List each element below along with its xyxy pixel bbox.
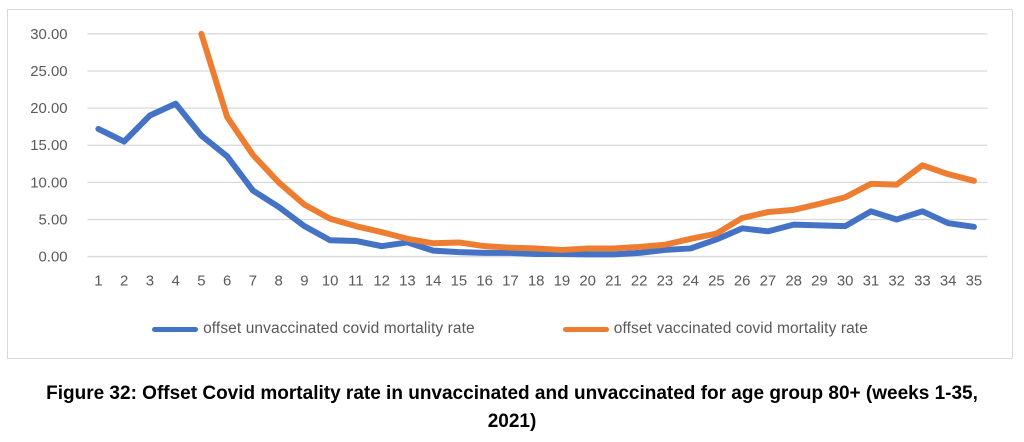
x-axis-tick-label: 30 bbox=[837, 273, 854, 289]
x-axis-tick-label: 32 bbox=[888, 273, 905, 289]
x-axis-tick-label: 19 bbox=[554, 273, 571, 289]
figure-caption: Figure 32: Offset Covid mortality rate i… bbox=[0, 380, 1024, 436]
y-axis-tick-label: 30.00 bbox=[30, 27, 67, 43]
x-axis-tick-label: 18 bbox=[528, 273, 545, 289]
series-line-vaccinated bbox=[198, 30, 977, 253]
chart-area: 0.00 5.00 10.00 15.00 20.00 25.00 30.00 1 2 3 4 5 6 7… bbox=[7, 9, 1013, 359]
x-axis-tick-label: 16 bbox=[476, 273, 493, 289]
x-axis-tick-label: 8 bbox=[274, 273, 282, 289]
x-axis-tick-label: 20 bbox=[579, 273, 596, 289]
x-axis-tick-label: 5 bbox=[197, 273, 205, 289]
x-axis-tick-label: 9 bbox=[300, 273, 308, 289]
figure-caption-line-2: 2021) bbox=[487, 411, 537, 432]
y-axis-tick-label: 10.00 bbox=[30, 175, 67, 191]
x-axis-tick-label: 14 bbox=[425, 273, 442, 289]
y-axis-tick-label: 5.00 bbox=[39, 212, 68, 228]
series-line-unvaccinated bbox=[95, 100, 977, 258]
x-axis-tick-label: 6 bbox=[223, 273, 231, 289]
x-axis-tick-label: 10 bbox=[322, 273, 339, 289]
x-axis-tick-label: 25 bbox=[708, 273, 725, 289]
x-axis-tick-label: 28 bbox=[785, 273, 802, 289]
y-axis-tick-label: 25.00 bbox=[30, 64, 67, 80]
legend-item-unvaccinated: offset unvaccinated covid mortality rate bbox=[152, 320, 475, 338]
chart-legend: offset unvaccinated covid mortality rate… bbox=[8, 320, 1012, 338]
x-axis-tick-label: 7 bbox=[249, 273, 257, 289]
legend-line-marker-unvaccinated bbox=[152, 326, 199, 332]
x-axis-tick-label: 24 bbox=[682, 273, 699, 289]
x-axis-tick-label: 31 bbox=[863, 273, 880, 289]
x-axis-tick-label: 17 bbox=[502, 273, 519, 289]
x-axis-tick-label: 13 bbox=[399, 273, 416, 289]
x-axis-tick-label: 26 bbox=[734, 273, 751, 289]
x-axis-tick-label: 12 bbox=[373, 273, 390, 289]
x-axis-tick-label: 34 bbox=[940, 273, 957, 289]
x-axis-tick-label: 21 bbox=[605, 273, 622, 289]
x-axis-tick-label: 15 bbox=[451, 273, 468, 289]
x-axis-tick-label: 23 bbox=[657, 273, 674, 289]
legend-label-vaccinated: offset vaccinated covid mortality rate bbox=[613, 320, 868, 337]
x-axis-tick-label: 22 bbox=[631, 273, 648, 289]
legend-line-marker-vaccinated bbox=[562, 326, 609, 332]
x-axis-tick-label: 35 bbox=[966, 273, 983, 289]
x-axis-tick-label: 1 bbox=[94, 273, 102, 289]
legend-label-unvaccinated: offset unvaccinated covid mortality rate bbox=[203, 320, 475, 337]
x-axis-tick-label: 4 bbox=[171, 273, 179, 289]
y-axis-tick-label: 15.00 bbox=[30, 138, 67, 154]
legend-item-vaccinated: offset vaccinated covid mortality rate bbox=[562, 320, 868, 338]
x-axis-tick-label: 3 bbox=[146, 273, 154, 289]
x-axis-tick-label: 27 bbox=[760, 273, 777, 289]
y-axis-tick-label: 20.00 bbox=[30, 101, 67, 117]
x-axis-tick-label: 33 bbox=[914, 273, 931, 289]
x-axis-tick-label: 11 bbox=[348, 273, 363, 289]
y-axis-tick-label: 0.00 bbox=[39, 250, 68, 266]
x-axis-tick-label: 29 bbox=[811, 273, 828, 289]
x-axis-tick-label: 2 bbox=[120, 273, 128, 289]
figure-caption-line-1: Figure 32: Offset Covid mortality rate i… bbox=[46, 383, 978, 404]
